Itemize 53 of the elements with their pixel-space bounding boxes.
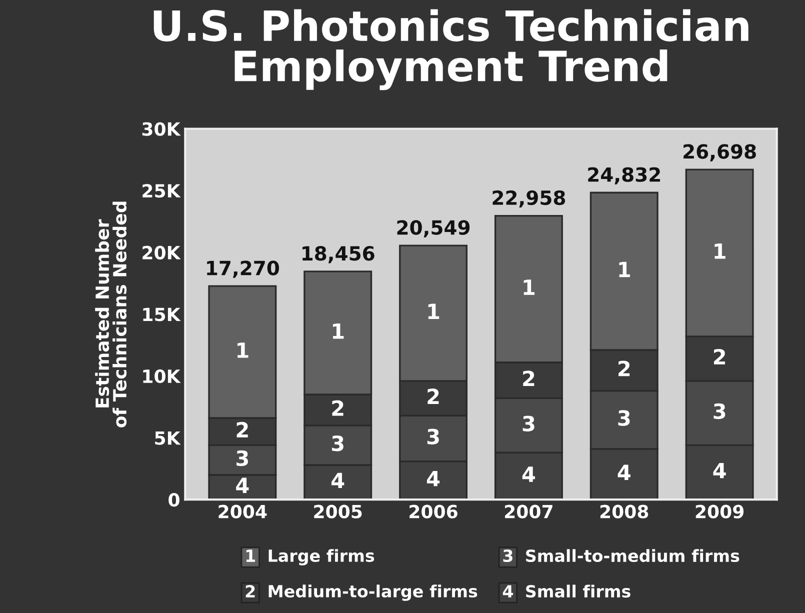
y-tick-label: 0: [168, 493, 180, 507]
y-tick-label: 5K: [155, 431, 181, 445]
y-axis-title: Estimated Number of Technicians Needed: [95, 202, 127, 428]
total-label: 26,698: [684, 144, 756, 162]
x-tick-label: 2004: [218, 504, 267, 518]
legend-label: Medium-to-large firms: [268, 584, 478, 601]
annotation: 3: [618, 410, 630, 426]
annotation: 1: [619, 262, 630, 278]
annotation: 1: [524, 280, 535, 295]
annotation: 3: [332, 435, 344, 452]
annotation: 4: [236, 478, 249, 493]
text: 1: [246, 550, 256, 562]
chart-title: U.S. Photonics Technician Employment Trend: [154, 9, 748, 90]
y-tick-label: 10K: [143, 369, 181, 384]
total-label: 20,549: [397, 220, 470, 238]
annotation: 3: [522, 416, 534, 432]
text: 3: [503, 549, 512, 562]
text: 2: [246, 585, 255, 598]
legend-label: Large firms: [268, 549, 374, 566]
total-label: 24,832: [588, 167, 660, 184]
annotation: 2: [523, 370, 534, 386]
annotation: 1: [428, 304, 440, 319]
x-tick-label: 2007: [505, 504, 552, 518]
x-tick-label: 2006: [410, 504, 458, 518]
legend-label: Small firms: [526, 584, 630, 598]
total-label: 18,456: [302, 246, 374, 264]
annotation: 3: [714, 403, 726, 420]
y-tick-label: 20K: [142, 246, 181, 260]
annotation: 2: [236, 422, 248, 438]
annotation: 2: [428, 388, 439, 404]
total-label: 17,270: [207, 260, 279, 278]
y-tick-label: 30K: [142, 122, 181, 136]
total-label: 22,958: [492, 190, 566, 208]
annotation: 2: [332, 400, 344, 416]
annotation: 3: [236, 450, 248, 466]
y-tick-label: 25K: [142, 184, 181, 198]
text: 4: [502, 585, 513, 598]
annotation: 4: [332, 472, 344, 488]
annotation: 1: [238, 342, 248, 358]
annotation: 3: [427, 428, 439, 444]
annotation: 1: [332, 324, 344, 339]
x-tick-label: 2005: [314, 504, 362, 518]
annotation: 2: [618, 360, 630, 376]
y-tick-label: 15K: [143, 308, 181, 322]
annotation: 4: [522, 466, 535, 482]
annotation: 4: [618, 464, 630, 480]
annotation: 2: [714, 348, 726, 364]
x-tick-label: 2008: [600, 504, 648, 518]
legend-label: Small-to-medium firms: [526, 549, 740, 562]
annotation: 4: [426, 470, 440, 486]
x-tick-label: 2009: [696, 504, 744, 518]
annotation: 4: [713, 462, 726, 478]
annotation: 1: [714, 244, 726, 259]
